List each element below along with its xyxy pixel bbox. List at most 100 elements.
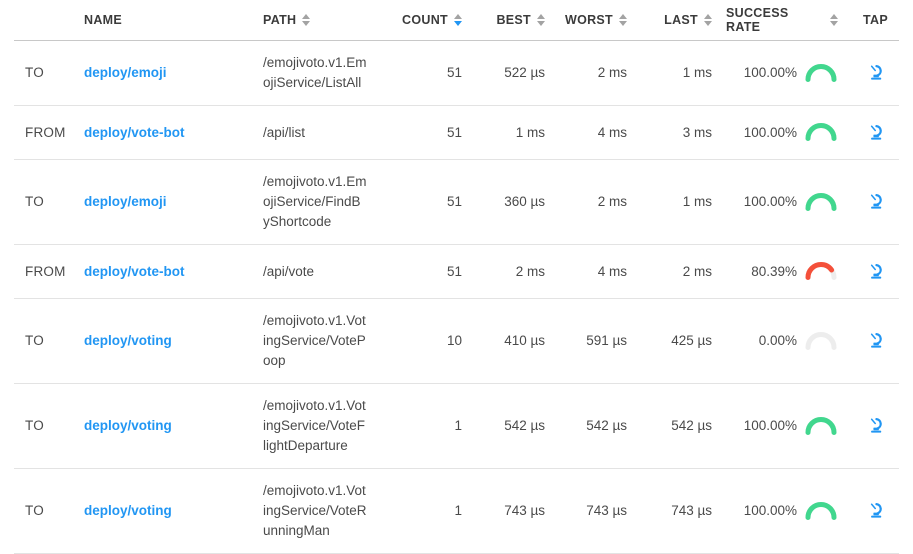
column-header-path[interactable]: PATH <box>249 13 385 27</box>
sort-descending-icon[interactable] <box>830 21 838 27</box>
success-rate-arc <box>805 63 837 82</box>
column-header-best[interactable]: BEST <box>476 13 559 27</box>
column-header-worst[interactable]: WORST <box>559 13 641 27</box>
direction-cell: TO <box>14 416 70 436</box>
tap-cell <box>852 191 899 213</box>
direction-label: TO <box>25 65 44 80</box>
sort-ascending-icon[interactable] <box>537 13 545 19</box>
sort-arrows-icon[interactable] <box>302 13 311 27</box>
resource-link[interactable]: deploy/emoji <box>84 65 167 80</box>
best-latency-cell: 522 µs <box>504 65 545 80</box>
tap-button[interactable] <box>865 415 887 437</box>
column-header-name[interactable]: NAME <box>70 13 249 27</box>
count-cell: 51 <box>446 263 462 279</box>
sort-arrows-icon[interactable] <box>454 13 462 27</box>
column-header-label[interactable]: PATH <box>263 13 297 27</box>
sort-ascending-icon[interactable] <box>302 13 311 19</box>
column-header-last[interactable]: LAST <box>641 13 726 27</box>
table-row: TO deploy/voting /emojivoto.v1.VotingSer… <box>14 469 899 554</box>
resource-link[interactable]: deploy/vote-bot <box>84 263 185 279</box>
best-latency-cell: 542 µs <box>504 418 545 433</box>
tap-icon <box>870 193 882 209</box>
last-latency-cell: 1 ms <box>682 194 712 209</box>
direction-label: TO <box>25 418 44 433</box>
last-latency-cell: 2 ms <box>682 263 712 279</box>
tap-icon <box>870 417 882 433</box>
path-label: /emojivoto.v1.VotingService/VoteFlightDe… <box>263 398 366 453</box>
last-latency-cell: 3 ms <box>682 124 712 140</box>
success-rate-value: 100.00% <box>743 65 797 80</box>
success-rate-cell: 100.00% <box>726 416 852 436</box>
resource-link[interactable]: deploy/voting <box>84 418 172 433</box>
success-rate-arc <box>805 192 837 211</box>
tap-button[interactable] <box>865 500 887 522</box>
tap-icon <box>870 332 882 348</box>
direction-label: FROM <box>25 263 66 279</box>
sort-arrows-icon[interactable] <box>619 13 627 27</box>
sort-arrows-icon[interactable] <box>830 13 838 27</box>
tap-cell <box>852 500 899 522</box>
column-header-label[interactable]: NAME <box>84 13 123 27</box>
column-header-label[interactable]: TAP <box>863 13 888 27</box>
success-rate-arc <box>805 331 837 350</box>
tap-cell <box>852 261 899 283</box>
direction-label: TO <box>25 194 44 209</box>
sort-ascending-icon[interactable] <box>454 13 462 19</box>
routes-metrics-table: NAME PATH COUNT BEST WORST LAST S <box>14 0 899 554</box>
resource-link[interactable]: deploy/vote-bot <box>84 124 185 140</box>
success-rate-cell: 80.39% <box>726 262 852 282</box>
tap-button[interactable] <box>865 261 887 283</box>
column-header-label[interactable]: LAST <box>664 13 698 27</box>
direction-cell: TO <box>14 63 70 83</box>
worst-latency-cell: 591 µs <box>586 333 627 348</box>
tap-button[interactable] <box>865 191 887 213</box>
column-header-label[interactable]: COUNT <box>402 13 448 27</box>
column-header-tap[interactable]: TAP <box>852 13 899 27</box>
worst-latency-cell: 743 µs <box>586 503 627 518</box>
tap-cell <box>852 330 899 352</box>
resource-link[interactable]: deploy/voting <box>84 503 172 518</box>
tap-icon <box>870 124 882 140</box>
sort-ascending-icon[interactable] <box>830 13 838 19</box>
sort-ascending-icon[interactable] <box>619 13 627 19</box>
resource-link[interactable]: deploy/emoji <box>84 194 167 209</box>
direction-cell: TO <box>14 501 70 521</box>
tap-button[interactable] <box>865 330 887 352</box>
table-row: TO deploy/emoji /emojivoto.v1.EmojiServi… <box>14 41 899 106</box>
column-header-label[interactable]: WORST <box>564 13 613 27</box>
direction-label: FROM <box>25 124 66 140</box>
column-header-success_rate[interactable]: SUCCESS RATE <box>726 6 852 34</box>
path-label: /emojivoto.v1.VotingService/VotePoop <box>263 313 366 368</box>
table-row: TO deploy/voting /emojivoto.v1.VotingSer… <box>14 299 899 384</box>
column-header-label[interactable]: SUCCESS RATE <box>726 6 789 34</box>
sort-arrows-icon[interactable] <box>704 13 712 27</box>
name-cell: deploy/voting <box>70 501 249 521</box>
worst-latency-cell: 4 ms <box>597 263 627 279</box>
sort-descending-icon[interactable] <box>619 21 627 27</box>
sort-descending-icon[interactable] <box>454 21 462 27</box>
sort-descending-icon[interactable] <box>302 21 311 27</box>
path-label: /api/list <box>263 124 306 140</box>
success-rate-value: 100.00% <box>743 194 797 209</box>
path-cell: /emojivoto.v1.EmojiService/ListAll <box>249 53 385 93</box>
last-latency-cell: 1 ms <box>682 65 712 80</box>
sort-descending-icon[interactable] <box>537 21 545 27</box>
column-header-count[interactable]: COUNT <box>385 13 476 27</box>
sort-arrows-icon[interactable] <box>537 13 545 27</box>
name-cell: deploy/vote-bot <box>70 123 249 143</box>
count-cell: 51 <box>446 65 462 80</box>
path-cell: /emojivoto.v1.EmojiService/FindByShortco… <box>249 172 385 232</box>
count-cell: 1 <box>454 503 462 518</box>
column-header-label[interactable]: BEST <box>496 13 531 27</box>
count-cell: 51 <box>446 194 462 209</box>
tap-icon <box>870 263 882 279</box>
direction-cell: TO <box>14 192 70 212</box>
sort-descending-icon[interactable] <box>704 21 712 27</box>
tap-button[interactable] <box>865 122 887 144</box>
tap-button[interactable] <box>865 62 887 84</box>
resource-link[interactable]: deploy/voting <box>84 333 172 348</box>
path-cell: /emojivoto.v1.VotingService/VoteFlightDe… <box>249 396 385 456</box>
sort-ascending-icon[interactable] <box>704 13 712 19</box>
success-rate-value: 100.00% <box>743 503 797 518</box>
table-row: TO deploy/voting /emojivoto.v1.VotingSer… <box>14 384 899 469</box>
